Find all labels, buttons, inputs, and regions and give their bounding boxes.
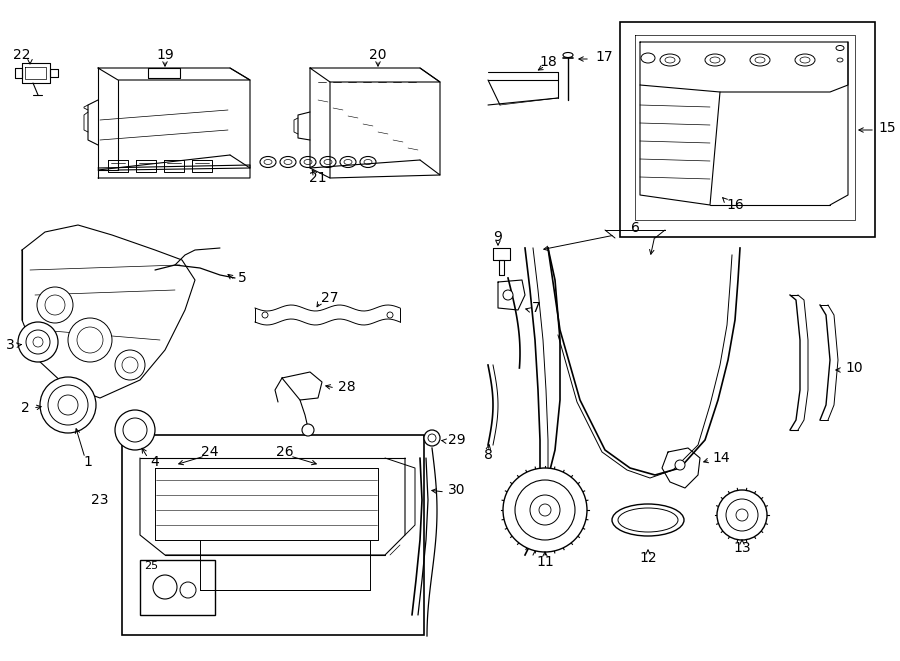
Ellipse shape [320, 157, 336, 167]
Text: 17: 17 [595, 50, 613, 64]
Text: 13: 13 [734, 541, 751, 555]
Ellipse shape [755, 57, 765, 63]
Bar [620, 22, 875, 237]
Text: 29: 29 [448, 433, 465, 447]
Circle shape [180, 582, 196, 598]
Circle shape [115, 410, 155, 450]
Text: 9: 9 [493, 230, 502, 244]
Circle shape [717, 490, 767, 540]
Text: 3: 3 [6, 338, 15, 352]
Ellipse shape [260, 157, 276, 167]
Text: 21: 21 [310, 171, 327, 185]
Text: 10: 10 [845, 361, 862, 375]
Text: 11: 11 [536, 555, 554, 569]
Circle shape [153, 575, 177, 599]
Text: 6: 6 [631, 221, 639, 235]
Text: 26: 26 [276, 445, 293, 459]
Circle shape [26, 330, 50, 354]
Bar [122, 435, 424, 635]
Text: 19: 19 [156, 48, 174, 62]
Circle shape [45, 295, 65, 315]
Circle shape [48, 385, 88, 425]
Text: 5: 5 [238, 271, 247, 285]
Ellipse shape [795, 54, 815, 66]
Ellipse shape [364, 159, 372, 165]
Circle shape [428, 434, 436, 442]
Circle shape [515, 480, 575, 540]
Text: 4: 4 [150, 455, 159, 469]
Ellipse shape [563, 52, 573, 58]
Ellipse shape [641, 53, 655, 63]
Circle shape [503, 468, 587, 552]
Ellipse shape [750, 54, 770, 66]
Text: 8: 8 [483, 448, 492, 462]
Circle shape [40, 377, 96, 433]
Circle shape [424, 430, 440, 446]
Ellipse shape [665, 57, 675, 63]
Circle shape [302, 424, 314, 436]
Ellipse shape [344, 159, 352, 165]
Circle shape [115, 350, 145, 380]
Text: 23: 23 [91, 493, 108, 507]
Text: 2: 2 [22, 401, 30, 415]
Circle shape [122, 357, 138, 373]
Text: 25: 25 [144, 561, 158, 571]
Text: 22: 22 [14, 48, 31, 62]
Circle shape [530, 495, 560, 525]
Ellipse shape [836, 46, 844, 50]
Circle shape [539, 504, 551, 516]
Ellipse shape [304, 159, 312, 165]
Circle shape [387, 312, 393, 318]
Circle shape [123, 418, 147, 442]
Circle shape [58, 395, 78, 415]
Ellipse shape [710, 57, 720, 63]
Text: 12: 12 [639, 551, 657, 565]
Text: 15: 15 [878, 121, 896, 135]
Ellipse shape [612, 504, 684, 536]
Ellipse shape [264, 159, 272, 165]
Circle shape [33, 337, 43, 347]
Ellipse shape [360, 157, 376, 167]
Ellipse shape [280, 157, 296, 167]
Circle shape [503, 290, 513, 300]
Ellipse shape [800, 57, 810, 63]
Text: 30: 30 [448, 483, 465, 497]
Text: 1: 1 [84, 455, 93, 469]
Circle shape [37, 287, 73, 323]
Ellipse shape [705, 54, 725, 66]
Text: 18: 18 [539, 55, 557, 69]
Text: 20: 20 [369, 48, 387, 62]
Text: 14: 14 [712, 451, 730, 465]
Text: 27: 27 [321, 291, 338, 305]
Circle shape [77, 327, 103, 353]
Ellipse shape [660, 54, 680, 66]
Circle shape [18, 322, 58, 362]
Circle shape [68, 318, 112, 362]
Circle shape [726, 499, 758, 531]
Circle shape [675, 460, 685, 470]
Circle shape [736, 509, 748, 521]
Text: 24: 24 [202, 445, 219, 459]
Ellipse shape [340, 157, 356, 167]
Text: 7: 7 [532, 301, 541, 315]
Ellipse shape [837, 58, 843, 62]
Ellipse shape [300, 157, 316, 167]
Ellipse shape [284, 159, 292, 165]
Text: 28: 28 [338, 380, 356, 394]
Circle shape [262, 312, 268, 318]
Ellipse shape [618, 508, 678, 532]
Text: 16: 16 [726, 198, 744, 212]
Ellipse shape [324, 159, 332, 165]
Bar [140, 560, 215, 615]
